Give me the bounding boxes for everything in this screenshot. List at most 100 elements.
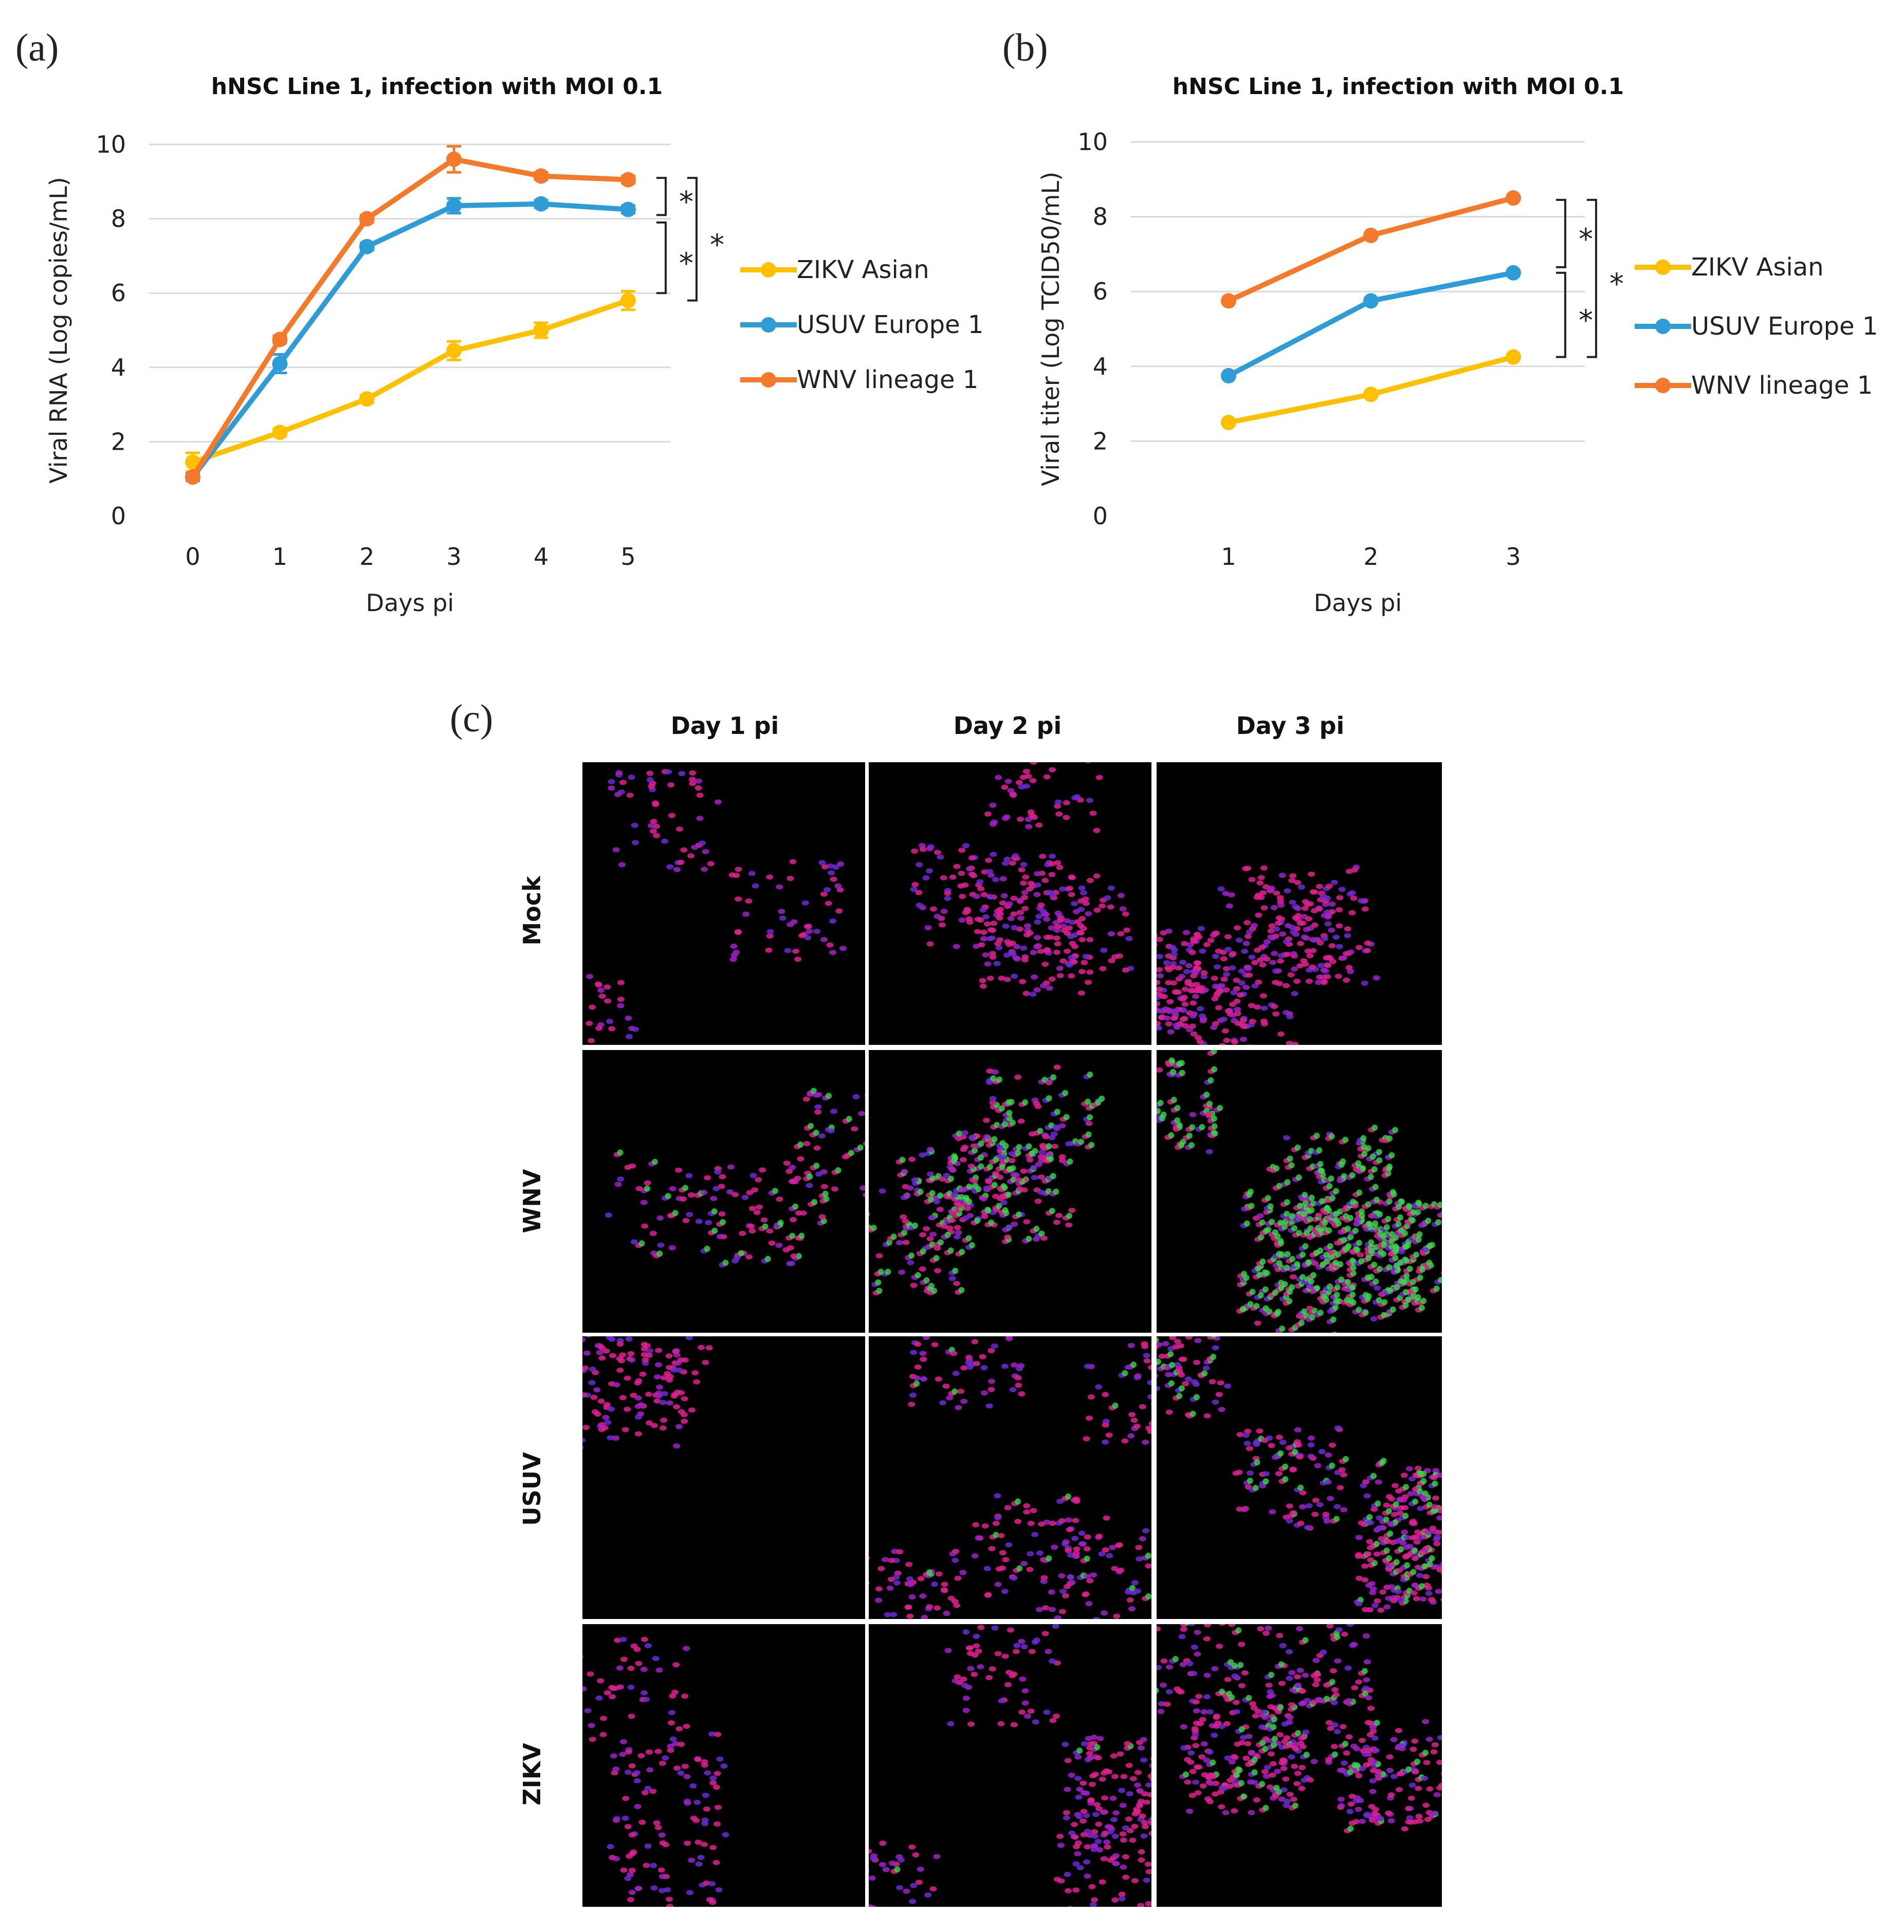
cell-nucleus: [1328, 901, 1336, 907]
cell-nucleus: [583, 1350, 591, 1356]
cell-nucleus: [1061, 1742, 1069, 1747]
cell-nucleus: [1262, 1630, 1270, 1636]
cell-nucleus: [595, 1695, 603, 1701]
cell-nucleus: [1048, 872, 1056, 877]
cell-nucleus: [1010, 1722, 1018, 1727]
cell-nucleus: [1089, 1902, 1097, 1907]
cell-nucleus: [1004, 1505, 1012, 1511]
cell-nucleus: [674, 1167, 682, 1173]
infected-cell: [1277, 1220, 1284, 1226]
cell-nucleus: [1294, 1771, 1302, 1776]
infected-cell: [956, 1130, 962, 1137]
cell-nucleus: [641, 1790, 649, 1795]
cell-nucleus: [1187, 1759, 1195, 1765]
cell-nucleus: [625, 1034, 633, 1039]
cell-nucleus: [1212, 1791, 1219, 1797]
cell-nucleus: [814, 1104, 822, 1110]
cell-nucleus: [654, 1749, 662, 1754]
cell-nucleus: [1141, 1820, 1148, 1826]
infected-cell: [1381, 1312, 1387, 1318]
infected-cell: [1402, 1513, 1409, 1519]
cell-nucleus: [582, 1445, 584, 1450]
cell-nucleus: [789, 1179, 796, 1184]
cell-nucleus: [1189, 1000, 1197, 1006]
cell-nucleus: [1017, 915, 1025, 921]
cell-nucleus: [709, 1780, 717, 1786]
cell-nucleus: [1173, 1022, 1180, 1028]
cell-nucleus: [1383, 1604, 1391, 1610]
cell-nucleus: [947, 1721, 955, 1726]
cell-nucleus: [998, 976, 1005, 981]
data-point: [1506, 190, 1521, 206]
cell-nucleus: [729, 956, 737, 962]
cell-nucleus: [745, 898, 753, 904]
cell-nucleus: [1397, 1505, 1405, 1511]
cell-nucleus: [1076, 1787, 1084, 1792]
cell-nucleus: [1406, 1543, 1414, 1549]
cell-nucleus: [1063, 800, 1070, 805]
cell-nucleus: [1071, 1834, 1079, 1840]
cell-nucleus: [1413, 1539, 1421, 1545]
infected-cell: [1420, 1297, 1427, 1304]
infected-cell: [1334, 1284, 1341, 1291]
cell-nucleus: [1333, 1729, 1341, 1735]
cell-nucleus: [1405, 1819, 1413, 1825]
cell-nucleus: [1108, 958, 1115, 964]
cell-nucleus: [982, 914, 990, 919]
cell-nucleus: [798, 933, 806, 939]
cell-nucleus: [1040, 1236, 1048, 1241]
cell-nucleus: [1029, 778, 1037, 783]
cell-nucleus: [1211, 1733, 1218, 1738]
cell-nucleus: [1133, 1782, 1141, 1788]
cell-nucleus: [716, 1756, 724, 1762]
cell-nucleus: [1366, 1539, 1374, 1544]
infected-cell: [876, 1287, 883, 1294]
infected-cell: [885, 1268, 891, 1275]
cell-nucleus: [1189, 1769, 1197, 1774]
cell-nucleus: [1104, 895, 1111, 900]
cell-nucleus: [1273, 890, 1280, 896]
cell-nucleus: [1340, 1472, 1347, 1478]
cell-nucleus: [664, 1371, 671, 1376]
cell-nucleus: [1003, 977, 1011, 982]
cell-nucleus: [698, 840, 706, 846]
cell-nucleus: [1280, 1787, 1288, 1793]
infected-cell: [1386, 1198, 1393, 1205]
cell-nucleus: [775, 1242, 783, 1248]
cell-nucleus: [965, 916, 973, 922]
infected-cell: [996, 1203, 1002, 1209]
cell-nucleus: [1323, 1518, 1331, 1524]
infected-cell: [1334, 1634, 1341, 1641]
cell-nucleus: [961, 1130, 968, 1136]
cell-nucleus: [1289, 1510, 1297, 1516]
cell-nucleus: [1059, 886, 1067, 892]
cell-nucleus: [1002, 860, 1010, 866]
cell-nucleus: [1364, 1811, 1371, 1817]
infected-cell: [1371, 1261, 1378, 1268]
cell-nucleus: [1058, 1154, 1066, 1160]
cell-nucleus: [1211, 976, 1218, 981]
cell-nucleus: [650, 819, 657, 824]
infected-cell: [1403, 1272, 1410, 1279]
cell-nucleus: [1277, 1031, 1285, 1037]
data-point: [1363, 387, 1379, 402]
infected-cell: [991, 1136, 998, 1143]
cell-nucleus: [968, 1134, 976, 1140]
cell-nucleus: [1066, 886, 1073, 891]
cell-nucleus: [1064, 1787, 1071, 1792]
cell-nucleus: [1350, 1743, 1358, 1749]
cell-nucleus: [1148, 1831, 1151, 1836]
cell-nucleus: [610, 1685, 617, 1691]
cell-nucleus: [1100, 947, 1108, 953]
infected-cell: [1368, 1247, 1375, 1254]
cell-nucleus: [1143, 1878, 1150, 1883]
cell-nucleus: [630, 1239, 638, 1245]
cell-nucleus: [1148, 1365, 1151, 1370]
cell-nucleus: [1099, 1879, 1106, 1885]
infected-cell: [1087, 1071, 1093, 1078]
data-point: [1506, 349, 1521, 365]
cell-nucleus: [1143, 1358, 1151, 1364]
infected-cell: [1337, 1261, 1344, 1267]
data-point: [1221, 415, 1236, 430]
infected-cell: [1387, 1287, 1394, 1294]
